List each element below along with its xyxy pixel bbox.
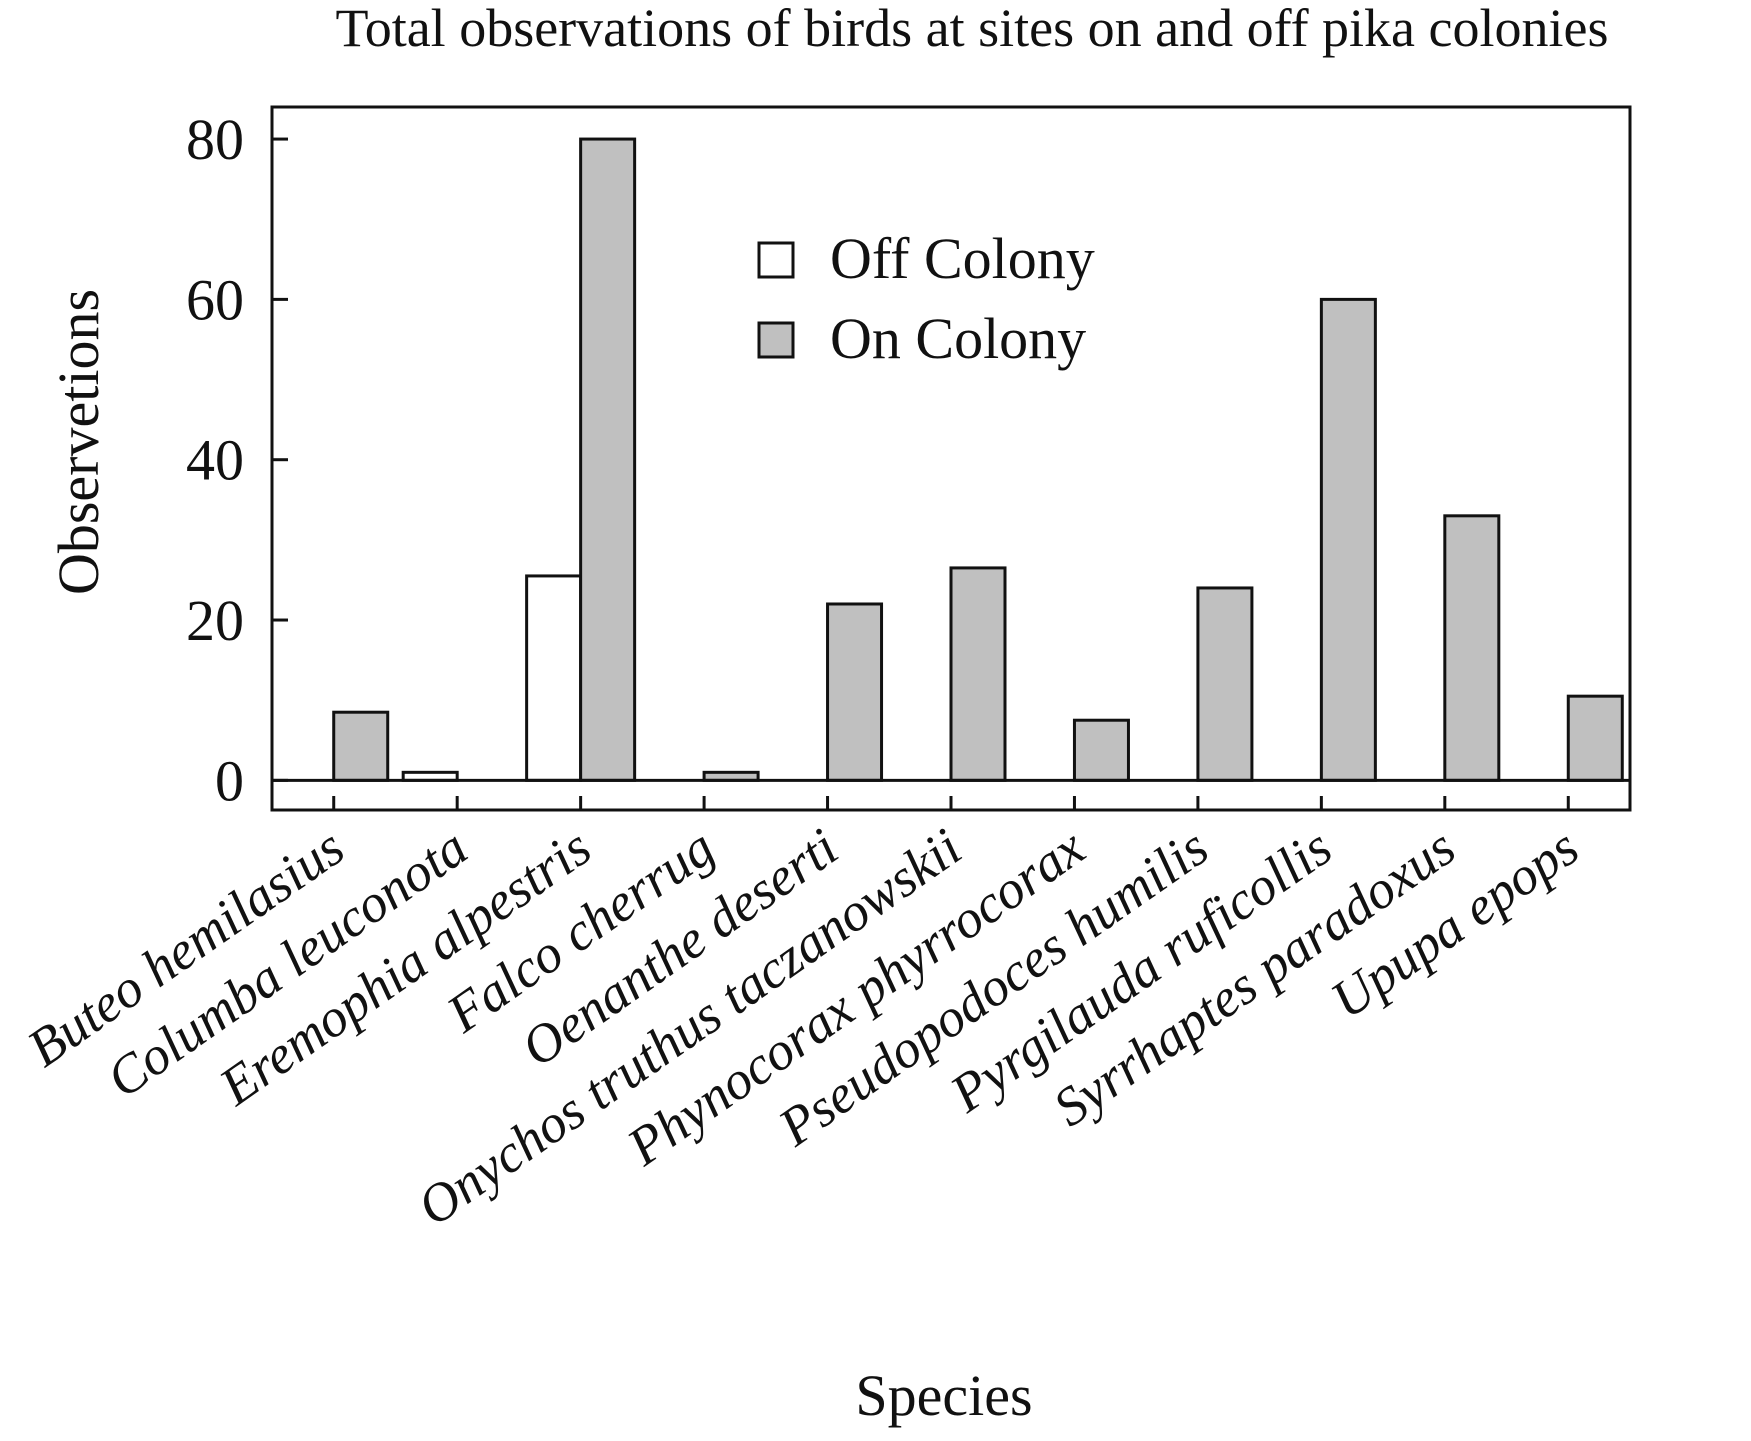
y-axis-title: Observetions <box>46 289 111 595</box>
legend-swatch-on-colony <box>757 321 795 359</box>
bar-on-colony-phynocorax-phyrrocorax <box>1072 718 1130 782</box>
y-tick-label: 20 <box>186 588 244 653</box>
y-tick-label: 60 <box>186 267 244 332</box>
bars-layer <box>332 137 1624 782</box>
y-axis: 0 20 40 60 80 <box>186 107 288 813</box>
legend-swatch-off-colony <box>757 241 795 279</box>
bar-on-colony-pyrgilauda-ruficollis <box>1319 297 1377 782</box>
bar-on-colony-buteo-hemilasius <box>332 710 390 782</box>
bar-on-colony-eremophia-alpestris <box>579 137 637 782</box>
legend-label-on-colony: On Colony <box>830 306 1086 371</box>
bar-on-colony-oenanthe-deserti <box>826 602 884 782</box>
y-tick-label: 40 <box>186 428 244 493</box>
legend-label-off-colony: Off Colony <box>830 226 1095 291</box>
bar-on-colony-upupa-epops <box>1566 694 1624 782</box>
chart-title: Total observations of birds at sites on … <box>336 0 1609 58</box>
bar-on-colony-pseudopodoces-humilis <box>1196 586 1254 782</box>
legend: Off Colony On Colony <box>757 226 1095 371</box>
bar-off-colony-eremophia-alpestris <box>525 574 583 782</box>
y-tick-label: 80 <box>186 107 244 172</box>
bar-on-colony-syrrhaptes-paradoxus <box>1443 514 1501 782</box>
bar-on-colony-onychos-truthus-taczanowskii <box>949 566 1007 782</box>
x-axis-title: Species <box>855 1363 1032 1428</box>
y-tick-label: 0 <box>215 748 244 813</box>
